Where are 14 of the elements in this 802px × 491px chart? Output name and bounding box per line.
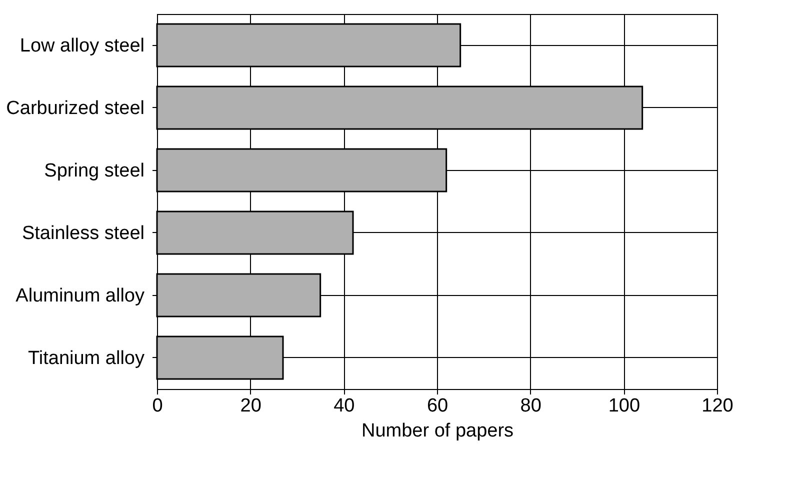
x-tick-label: 20 (240, 396, 262, 416)
y-tick-label: Stainless steel (22, 222, 144, 244)
y-tick-label: Aluminum alloy (16, 285, 145, 306)
y-tick-label: Carburized steel (6, 98, 144, 119)
x-tick-label: 0 (152, 396, 163, 416)
x-tick-label: 80 (520, 396, 542, 416)
y-tick-label: Low alloy steel (20, 35, 144, 56)
x-tick-label: 100 (608, 396, 640, 416)
x-tick-label: 40 (334, 396, 355, 416)
x-tick-label: 120 (702, 396, 734, 416)
y-tick-label: Titanium alloy (28, 348, 145, 369)
x-tick-label: 60 (426, 396, 448, 416)
y-tick-label: Spring steel (44, 160, 144, 182)
x-axis-title: Number of papers (361, 420, 514, 442)
